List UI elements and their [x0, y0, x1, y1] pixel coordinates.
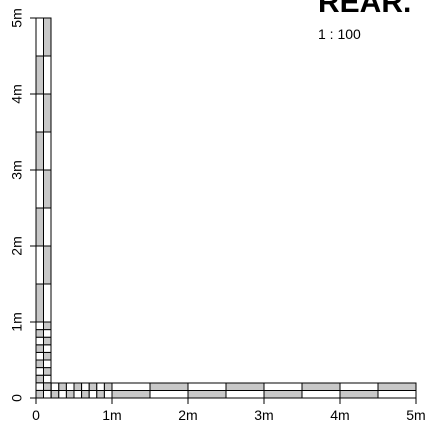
x-scale-cell-bottom	[65, 390, 75, 399]
x-axis-tick-label: 1m	[102, 407, 121, 423]
x-scale-cell-bottom	[88, 390, 98, 399]
y-scale-cell-left	[35, 329, 44, 338]
x-scale-cell-top	[103, 382, 113, 391]
y-scale-cell-right	[43, 321, 52, 331]
x-scale-cell-bottom	[50, 390, 60, 399]
y-scale-cell-right	[43, 336, 52, 346]
y-scale-cell-left	[35, 93, 44, 133]
y-scale-cell-left	[35, 131, 44, 171]
x-scale-cell-bottom	[187, 390, 227, 399]
y-scale-cell-right	[43, 389, 52, 399]
x-scale-cell-top	[81, 382, 90, 391]
y-axis-tick-label: 4m	[9, 84, 25, 103]
y-axis-tick-label: 5m	[9, 8, 25, 27]
y-scale-cell-left	[35, 351, 44, 361]
y-scale-cell-left	[35, 367, 44, 376]
x-axis-tick-label: 3m	[254, 407, 273, 423]
x-scale-cell-top	[50, 382, 60, 391]
y-axis-tick-label: 2m	[9, 236, 25, 255]
x-scale-cell-bottom	[111, 390, 151, 399]
y-scale-cell-left	[35, 336, 44, 346]
y-scale-cell-right	[43, 93, 52, 133]
y-scale-cell-left	[35, 374, 44, 384]
x-scale-cell-top	[73, 382, 83, 391]
scale-cells	[35, 17, 417, 399]
x-scale-cell-top	[301, 382, 341, 391]
y-scale-cell-right	[43, 131, 52, 171]
x-scale-cell-bottom	[377, 390, 417, 399]
x-scale-cell-top	[96, 382, 105, 391]
y-axis-tick-label: 3m	[9, 160, 25, 179]
x-scale-cell-top	[187, 382, 227, 391]
x-scale-cell-top	[65, 382, 75, 391]
x-scale-cell-top	[339, 382, 379, 391]
y-scale-cell-right	[43, 359, 52, 369]
x-scale-cell-bottom	[81, 390, 90, 399]
drawing-title: REAR.	[318, 0, 412, 19]
y-scale-cell-left	[35, 17, 44, 57]
axis-ticks	[30, 17, 417, 404]
x-scale-cell-top	[225, 382, 265, 391]
y-scale-cell-right	[43, 169, 52, 209]
x-axis-tick-label: 4m	[330, 407, 349, 423]
x-axis-tick-label: 5m	[406, 407, 425, 423]
y-axis-tick-label: 0	[9, 394, 25, 402]
x-scale-cell-top	[149, 382, 189, 391]
x-scale-cell-top	[58, 382, 67, 391]
y-scale-cell-right	[43, 245, 52, 285]
x-scale-cell-bottom	[73, 390, 83, 399]
x-scale-cell-bottom	[103, 390, 113, 399]
y-scale-cell-left	[35, 344, 44, 353]
axis-labels: 0 1m 2m 3m 4m 5m 0 1m 2m 3m 4m 5m	[9, 8, 426, 423]
y-scale-cell-right	[43, 374, 52, 384]
y-scale-cell-right	[43, 382, 52, 391]
x-scale-cell-bottom	[149, 390, 189, 399]
y-axis-tick-label: 1m	[9, 312, 25, 331]
x-axis-tick-label: 0	[32, 407, 40, 423]
y-scale-cell-right	[43, 367, 52, 376]
y-scale-cell-left	[35, 382, 44, 391]
x-scale-cell-top	[111, 382, 151, 391]
x-scale-cell-bottom	[263, 390, 303, 399]
y-scale-cell-right	[43, 344, 52, 353]
scale-ratio: 1 : 100	[318, 26, 361, 42]
y-scale-cell-left	[35, 389, 44, 399]
y-scale-cell-left	[35, 169, 44, 209]
x-scale-cell-bottom	[301, 390, 341, 399]
y-scale-cell-left	[35, 283, 44, 323]
x-axis-tick-label: 2m	[178, 407, 197, 423]
y-scale-cell-right	[43, 283, 52, 323]
x-scale-cell-bottom	[225, 390, 265, 399]
y-scale-cell-left	[35, 207, 44, 247]
y-scale-cell-left	[35, 359, 44, 369]
y-scale-cell-right	[43, 351, 52, 361]
y-scale-cell-left	[35, 55, 44, 95]
x-scale-cell-top	[88, 382, 98, 391]
x-scale-cell-top	[377, 382, 417, 391]
y-scale-cell-left	[35, 245, 44, 285]
y-scale-cell-right	[43, 17, 52, 57]
y-scale-cell-left	[35, 321, 44, 331]
x-scale-cell-top	[263, 382, 303, 391]
y-scale-cell-right	[43, 55, 52, 95]
x-scale-cell-bottom	[339, 390, 379, 399]
y-scale-cell-right	[43, 329, 52, 338]
x-scale-cell-bottom	[58, 390, 67, 399]
x-scale-cell-bottom	[96, 390, 105, 399]
y-scale-cell-right	[43, 207, 52, 247]
